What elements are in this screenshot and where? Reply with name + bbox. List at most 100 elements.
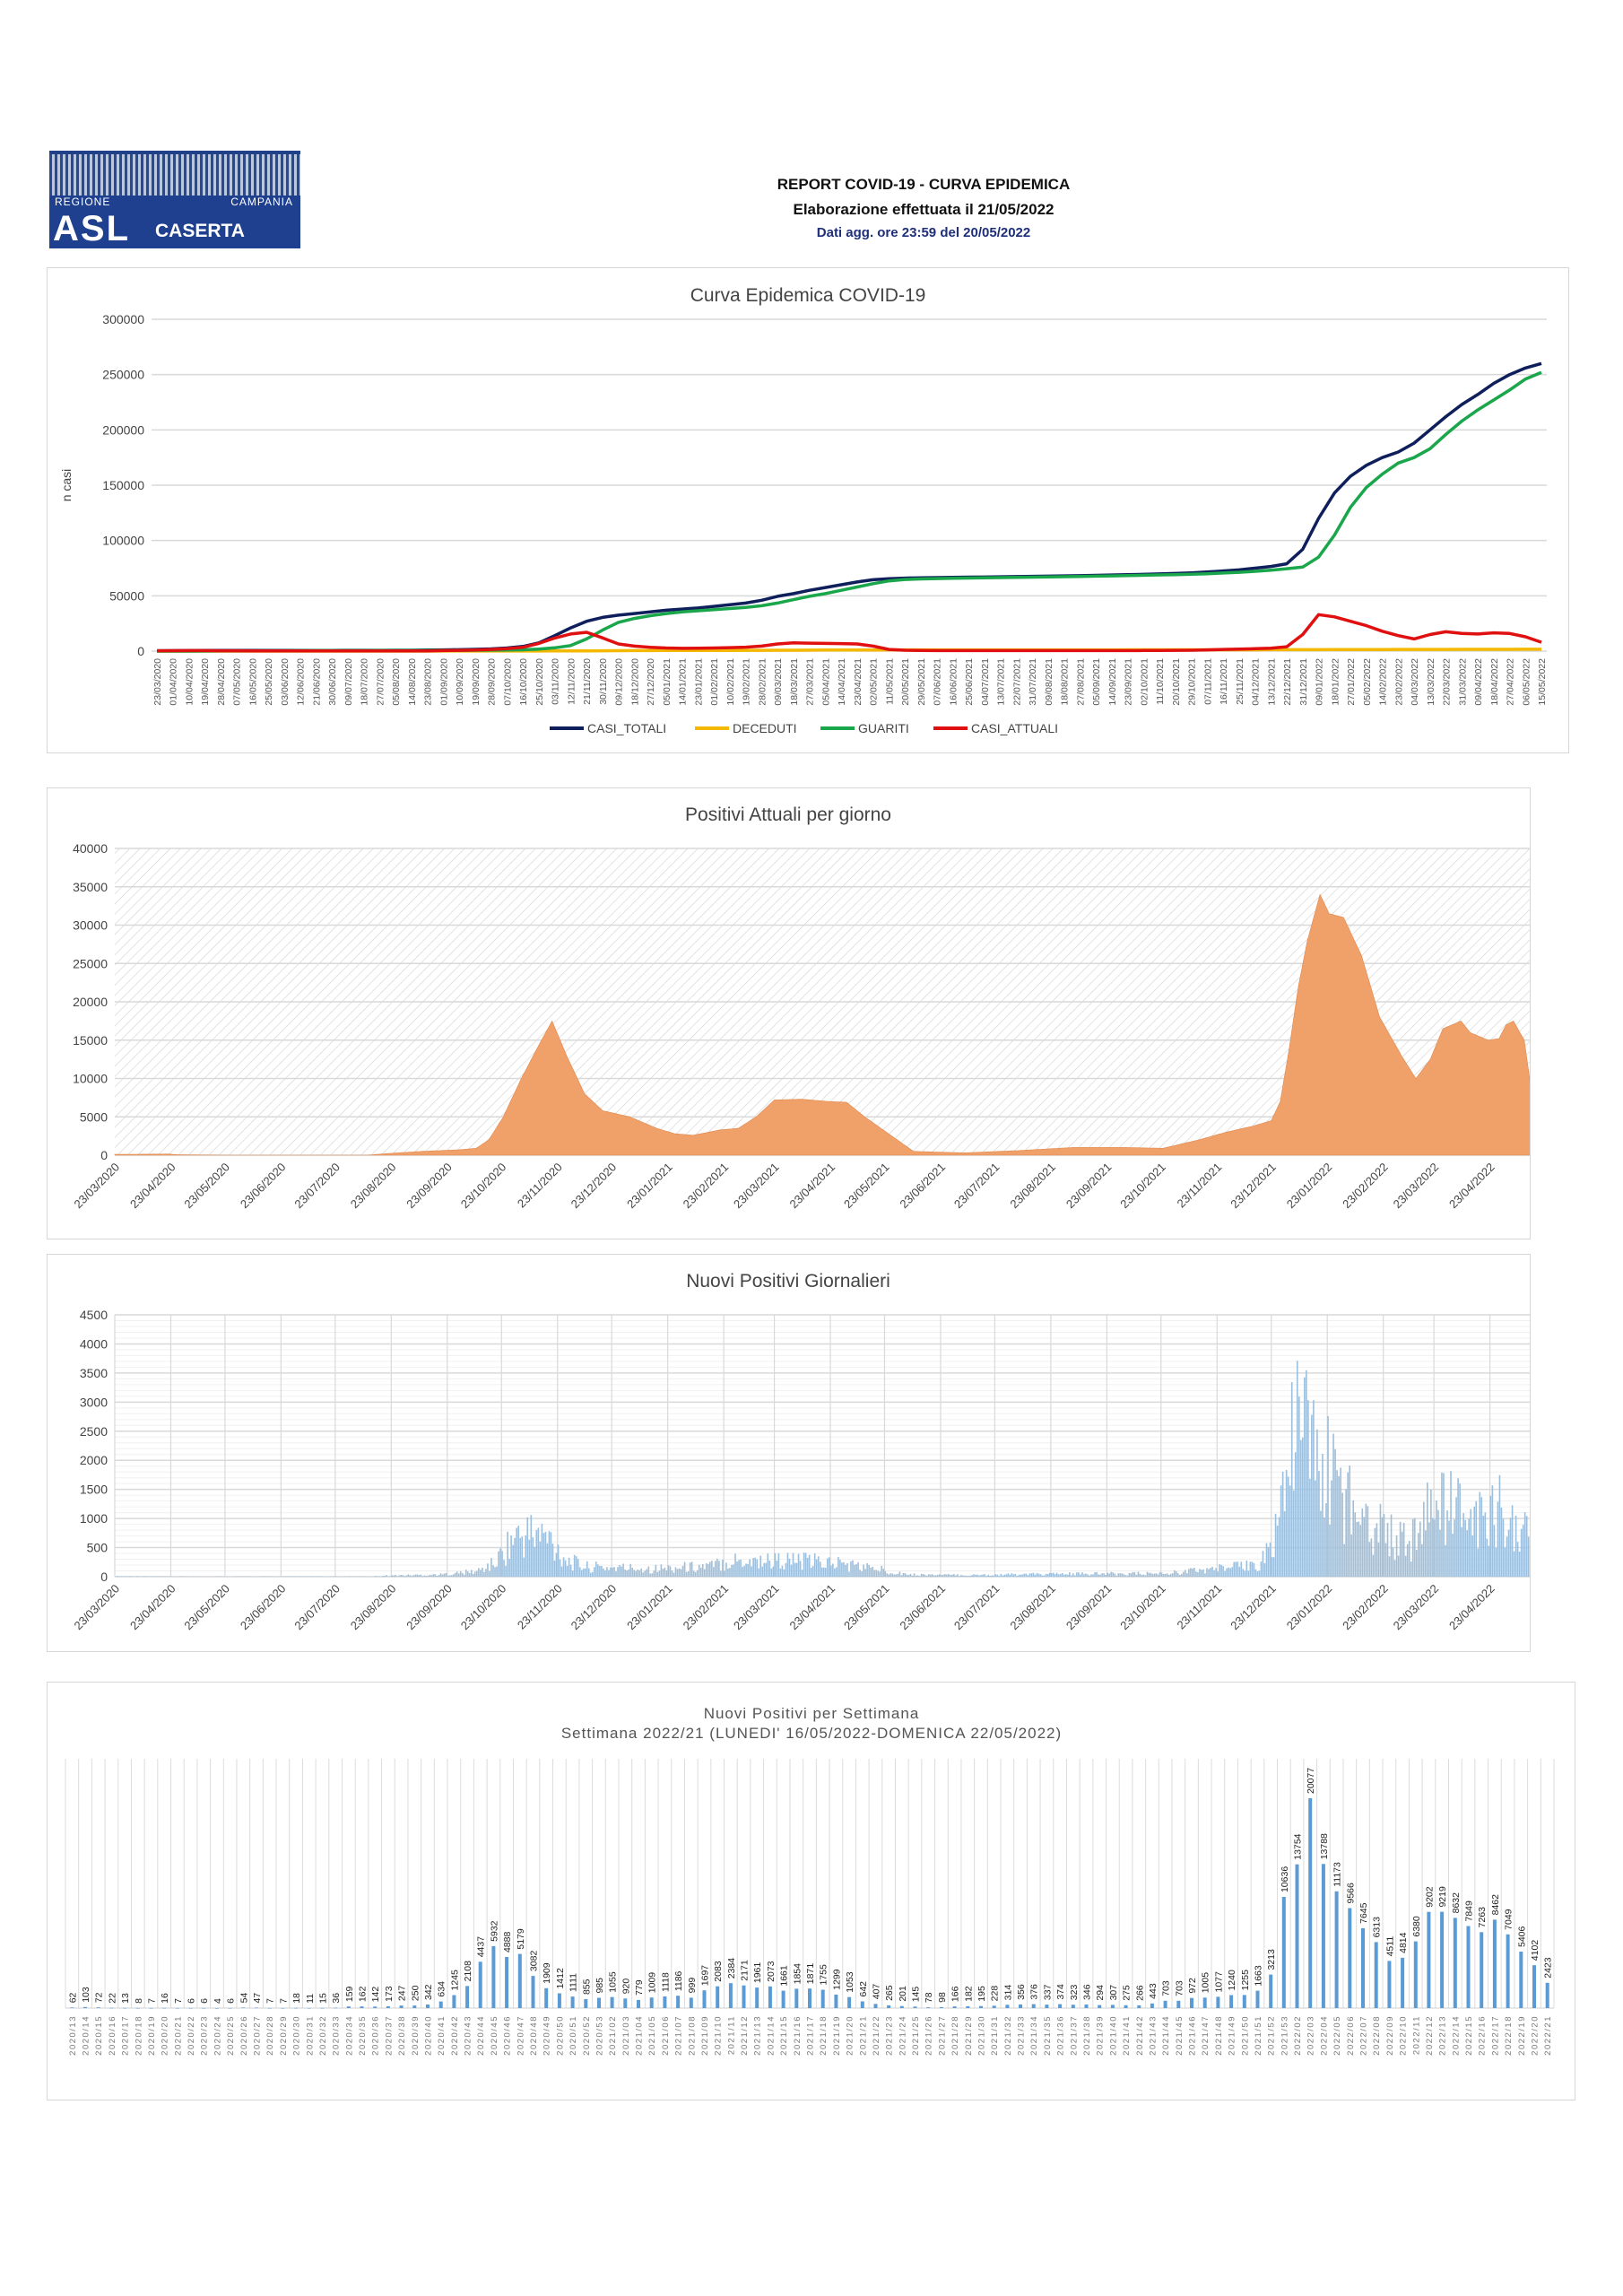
daily-bar [1464,1519,1466,1577]
daily-bar [124,1576,126,1577]
daily-bar [586,1561,588,1577]
x-category-label: 2020/41 [437,2015,447,2056]
daily-bar [975,1574,976,1577]
daily-bar [1032,1572,1035,1577]
bar-value-label: 98 [937,1992,948,2003]
x-category-label: 2020/47 [516,2015,525,2056]
daily-bar [907,1575,910,1577]
x-category-label: 2020/51 [568,2015,578,2056]
daily-bar [969,1575,971,1577]
weekly-bar [1216,1996,1220,2008]
x-category-label: 2021/07 [674,2015,684,2056]
x-category-label: 2020/22 [187,2015,196,2056]
daily-bar [772,1566,775,1577]
daily-bar [624,1570,626,1577]
x-category-label: 2020/28 [265,2015,275,2056]
x-category-label: 2020/26 [239,2015,249,2056]
x-category-label: 2020/52 [582,2015,592,2056]
daily-bar [1081,1572,1083,1577]
x-tick-label: 23/12/2020 [568,1582,620,1633]
daily-bar [421,1576,424,1577]
bar-value-label: 920 [621,1979,631,1995]
daily-bar [613,1567,615,1577]
daily-bar [1175,1571,1177,1577]
daily-bar [387,1576,389,1577]
weekly-bar [1150,2003,1154,2008]
daily-bar [1016,1576,1019,1577]
x-category-label: 2021/36 [1056,2015,1066,2056]
daily-bar [647,1566,650,1577]
bar-value-label: 5179 [516,1928,526,1950]
x-tick-label: 13/03/2022 [1426,658,1436,706]
daily-bar [1050,1573,1053,1577]
weekly-bar [597,1997,601,2008]
daily-bar [1324,1517,1325,1577]
daily-bar [868,1564,870,1577]
x-tick-label: 23/07/2020 [291,1582,343,1633]
weekly-bar [135,2007,140,2009]
daily-bar [117,1576,118,1577]
daily-bar [619,1565,621,1577]
legend-item-deceduti[interactable]: DECEDUTI [695,721,797,735]
daily-bar [450,1575,453,1577]
daily-bar [1041,1575,1044,1577]
x-category-label: 2020/34 [344,2015,354,2056]
daily-bar [412,1575,415,1577]
daily-bar [1372,1554,1375,1577]
daily-bar [1332,1433,1334,1577]
daily-bar [1202,1569,1204,1577]
daily-bar [1012,1574,1015,1577]
daily-bar [752,1558,754,1577]
x-tick-label: 04/12/2021 [1251,658,1262,706]
daily-bar [1315,1480,1316,1577]
x-category-label: 2021/27 [937,2015,947,2056]
bar-value-label: 703 [1161,1980,1172,1996]
weekly-bar [1031,2004,1036,2008]
daily-bar [1065,1574,1067,1577]
x-category-label: 2020/40 [423,2015,433,2056]
daily-bar [468,1573,471,1577]
daily-bar [386,1575,387,1577]
legend-item-guariti[interactable]: GUARITI [820,721,909,735]
x-category-label: 2022/03 [1306,2015,1316,2056]
daily-bar [151,1576,152,1577]
daily-bar [736,1561,738,1577]
daily-bar [813,1553,816,1577]
legend-item-casi-totali[interactable]: CASI_TOTALI [550,721,666,735]
x-tick-label: 28/02/2021 [757,658,768,706]
x-tick-label: 23/04/2021 [853,658,864,706]
daily-bar [904,1573,907,1577]
legend-label: DECEDUTI [733,721,797,735]
daily-bar [640,1568,643,1577]
weekly-bar [491,1945,496,2008]
daily-bar [1126,1575,1129,1577]
bar-value-label: 2108 [463,1961,473,1982]
daily-bar [1188,1569,1190,1577]
daily-bar [560,1566,563,1577]
daily-bar [411,1575,413,1577]
daily-bar [1003,1574,1006,1577]
daily-bar [747,1564,749,1577]
legend-item-casi-attuali[interactable]: CASI_ATTUALI [933,721,1058,735]
x-category-label: 2021/33 [1017,2015,1027,2056]
weekly-bar [399,2005,404,2008]
daily-bar [530,1515,533,1577]
daily-bar [505,1565,507,1577]
daily-bar [617,1567,619,1577]
weekly-bar [926,2007,931,2008]
daily-bar [1497,1501,1499,1577]
daily-bar [1320,1510,1322,1577]
daily-bar [129,1576,131,1577]
daily-bar [126,1576,127,1577]
daily-bar [779,1568,782,1577]
x-tick-label: 23/08/2020 [348,1582,399,1633]
daily-bar [1516,1542,1519,1577]
daily-bar [266,1576,268,1577]
bar-value-label: 314 [1002,1985,1013,2001]
bar-value-label: 7 [278,1998,289,2004]
daily-bar [1484,1512,1487,1577]
daily-bar [968,1576,969,1577]
daily-bar [122,1576,124,1577]
daily-bar [875,1570,878,1577]
x-category-label: 2021/38 [1082,2015,1092,2056]
